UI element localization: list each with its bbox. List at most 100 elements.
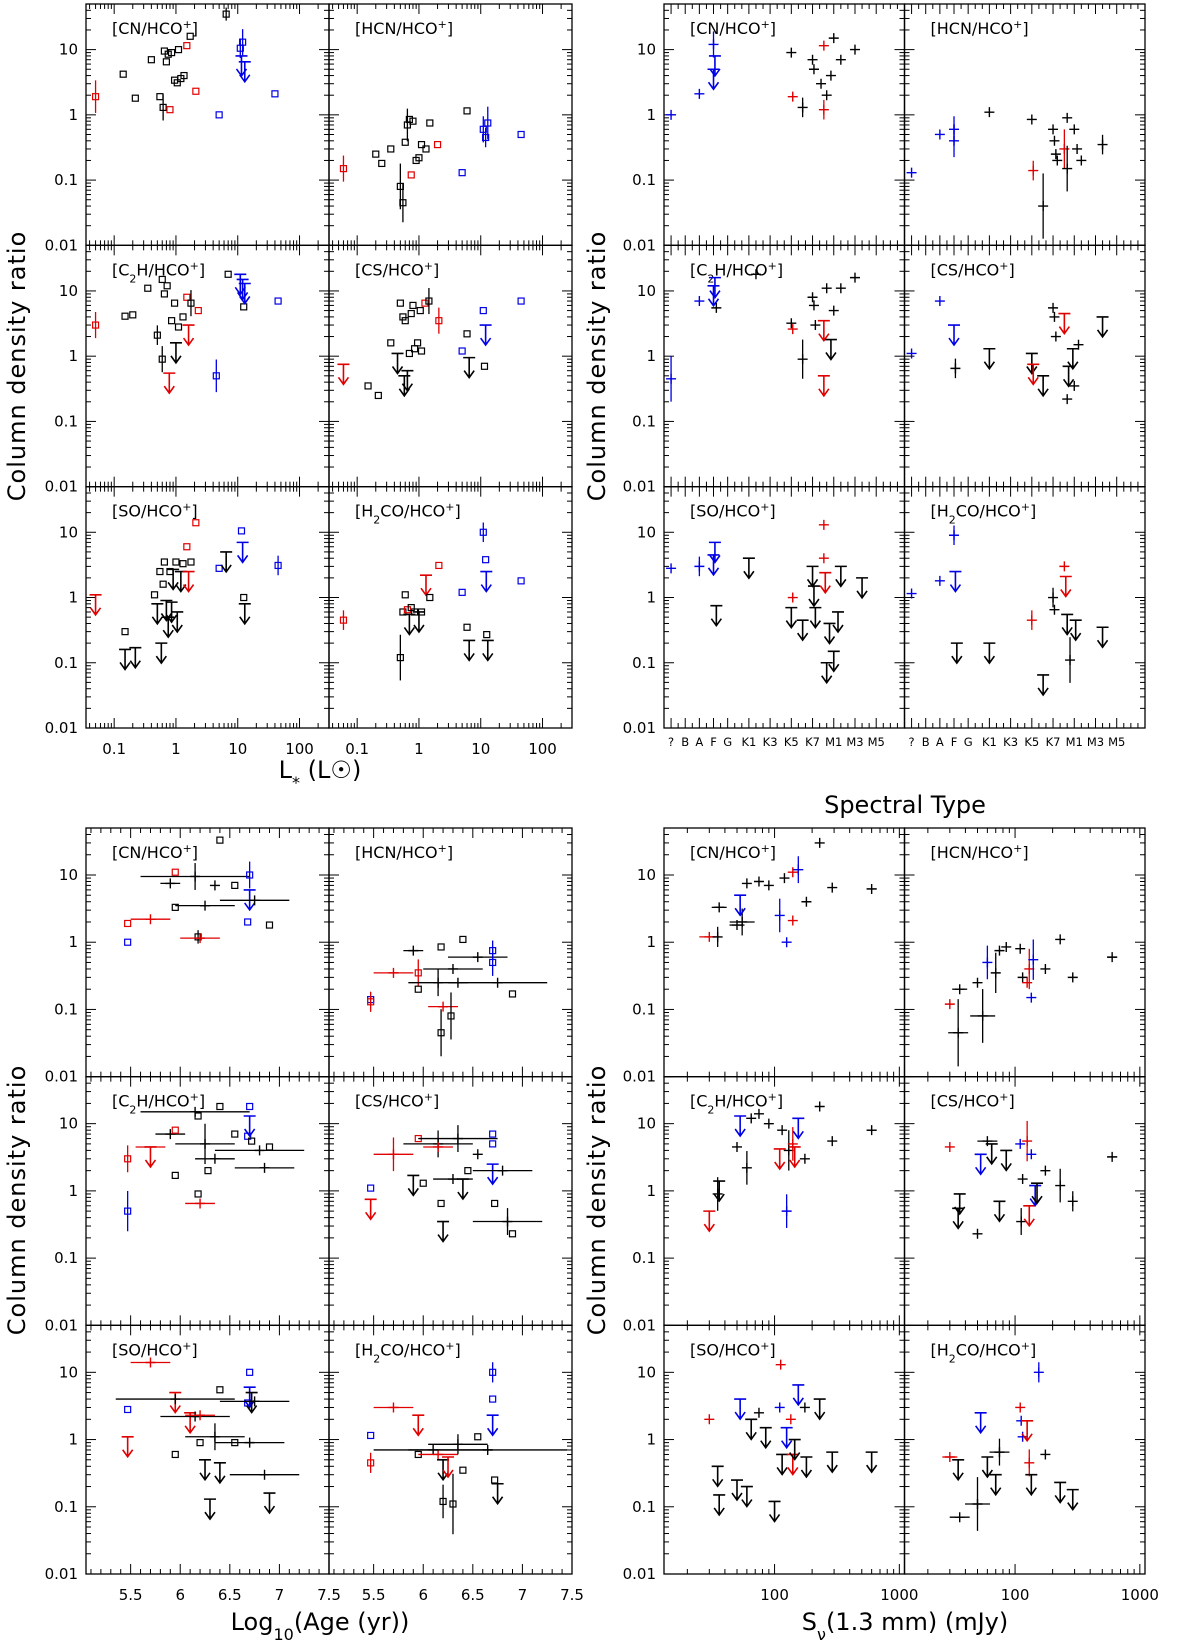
data-point bbox=[786, 47, 797, 58]
data-point bbox=[741, 1162, 752, 1173]
data-point bbox=[712, 931, 723, 942]
data-point bbox=[192, 87, 200, 95]
data-point bbox=[463, 107, 471, 115]
data-point bbox=[172, 558, 180, 566]
x-tick-label: G bbox=[964, 735, 973, 749]
data-point bbox=[1017, 972, 1028, 983]
upper-limit-arrow bbox=[817, 375, 830, 398]
data-point bbox=[194, 933, 202, 941]
data-point bbox=[246, 1368, 254, 1376]
data-point bbox=[775, 1359, 786, 1370]
upper-limit-arrow bbox=[953, 1193, 966, 1216]
panel-label: [H2CO/HCO+] bbox=[931, 500, 1037, 526]
y-tick-label: 10 bbox=[59, 41, 78, 59]
upper-limit-arrow bbox=[1023, 1205, 1036, 1228]
data-point bbox=[849, 44, 860, 55]
data-point bbox=[124, 1207, 132, 1215]
upper-limit-arrow bbox=[785, 606, 798, 629]
x-tick-label: 0.1 bbox=[102, 740, 126, 758]
data-point bbox=[209, 1153, 220, 1164]
upper-limit-arrow bbox=[486, 1414, 499, 1437]
data-point bbox=[437, 1029, 445, 1037]
upper-limit-arrow bbox=[1096, 626, 1109, 649]
data-point bbox=[950, 363, 961, 374]
data-point bbox=[711, 302, 722, 313]
data-point bbox=[818, 40, 829, 51]
upper-limit-arrow bbox=[809, 606, 822, 629]
x-tick-label: M5 bbox=[1108, 735, 1125, 749]
upper-limit-arrow bbox=[1037, 674, 1050, 697]
y-tick-label: 10 bbox=[637, 1363, 656, 1381]
data-point bbox=[982, 957, 993, 968]
upper-limit-arrow bbox=[243, 1115, 256, 1138]
upper-limit-arrow bbox=[948, 324, 961, 347]
upper-limit-arrow bbox=[243, 1386, 256, 1409]
data-point bbox=[1048, 302, 1059, 313]
data-point bbox=[463, 330, 471, 338]
data-point bbox=[1026, 992, 1037, 1003]
data-point bbox=[489, 947, 497, 955]
data-point bbox=[866, 1125, 877, 1136]
upper-limit-arrow bbox=[479, 324, 492, 347]
upper-limit-arrow bbox=[974, 1412, 987, 1435]
data-point bbox=[124, 919, 132, 928]
x-axis-label: Spectral Type bbox=[824, 791, 986, 819]
data-point bbox=[403, 606, 411, 614]
panel: 0.01 0.1 1 10 [CN/HCO+] bbox=[45, 827, 330, 1086]
data-point bbox=[399, 608, 407, 616]
y-tick-label: 0.01 bbox=[45, 236, 78, 254]
data-point bbox=[1024, 963, 1035, 974]
chart-group-3: 0.01 0.1 1 10 [CN/HCO+] [HCN/HCO+] 0.01 0.1 1 10 [… bbox=[3, 827, 584, 1641]
data-point bbox=[240, 303, 248, 311]
upper-limit-arrow bbox=[213, 1462, 226, 1485]
x-axis-label: Log10(Age (yr)) bbox=[231, 1608, 410, 1641]
x-tick-label: M1 bbox=[1066, 735, 1083, 749]
data-point bbox=[491, 1476, 499, 1484]
data-point bbox=[1022, 1136, 1033, 1147]
data-point bbox=[714, 902, 725, 913]
x-tick-label: A bbox=[936, 735, 944, 749]
upper-limit-arrow bbox=[711, 1465, 724, 1488]
upper-limit-arrow bbox=[983, 642, 996, 665]
data-point bbox=[1055, 934, 1066, 945]
x-tick-label: K3 bbox=[1003, 735, 1018, 749]
data-point bbox=[1040, 1449, 1051, 1460]
upper-limit-arrow bbox=[203, 1498, 216, 1521]
x-tick-label: 7 bbox=[518, 1586, 528, 1604]
data-point bbox=[339, 165, 348, 173]
data-point bbox=[216, 1102, 224, 1111]
x-tick-label: 1 bbox=[414, 740, 424, 758]
data-point bbox=[763, 1118, 774, 1129]
y-tick-label: 0.01 bbox=[45, 1316, 78, 1334]
data-point bbox=[482, 556, 490, 564]
data-point bbox=[364, 382, 372, 390]
upper-limit-arrow bbox=[713, 1180, 726, 1203]
data-point bbox=[417, 140, 426, 149]
data-point bbox=[426, 119, 434, 127]
data-point bbox=[906, 588, 917, 599]
data-point bbox=[793, 864, 804, 875]
upper-limit-arrow bbox=[238, 282, 251, 305]
y-tick-label: 0.01 bbox=[45, 719, 78, 737]
data-point bbox=[977, 1010, 988, 1021]
panel: 100 1000 [H2CO/HCO+] bbox=[903, 1324, 1159, 1604]
data-point bbox=[153, 331, 161, 339]
data-point bbox=[162, 58, 170, 66]
data-point bbox=[224, 270, 232, 278]
data-point bbox=[259, 1162, 270, 1173]
panel-label: [HCN/HCO+] bbox=[931, 18, 1029, 39]
data-point bbox=[994, 945, 1005, 956]
data-point bbox=[401, 138, 409, 146]
panel-frame bbox=[85, 244, 330, 488]
data-point bbox=[399, 313, 407, 321]
upper-limit-arrow bbox=[1021, 1420, 1034, 1443]
data-point bbox=[1073, 339, 1084, 350]
data-point bbox=[1076, 155, 1087, 166]
data-point bbox=[814, 1101, 825, 1112]
y-tick-label: 0.01 bbox=[45, 478, 78, 496]
data-point bbox=[737, 916, 748, 927]
upper-limit-arrow bbox=[742, 557, 755, 580]
data-point bbox=[1026, 1149, 1037, 1160]
panel-frame bbox=[903, 827, 1146, 1078]
